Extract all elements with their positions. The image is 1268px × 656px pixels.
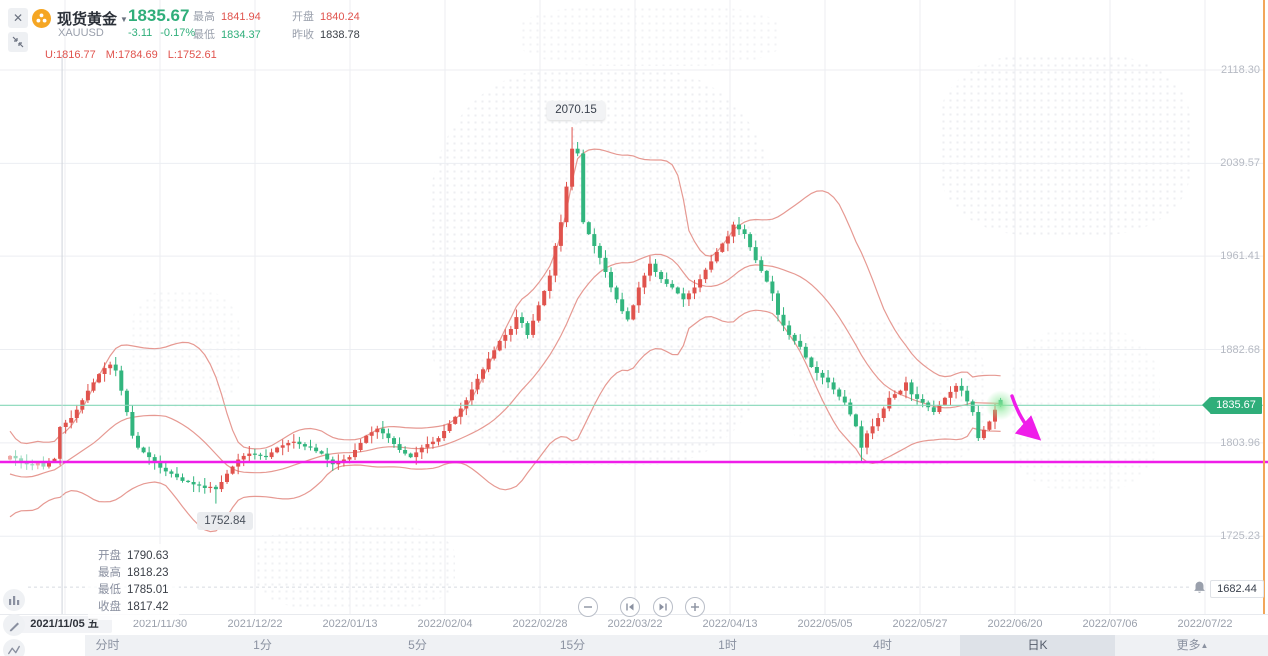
timeframe-tab-5分[interactable]: 5分	[408, 638, 427, 652]
crosshair-date-label: 2021/11/05 五	[17, 616, 112, 633]
zoom-in-button[interactable]	[685, 597, 705, 617]
line-chart-tool-icon[interactable]	[3, 639, 25, 656]
chevron-down-icon: ▼	[120, 15, 128, 24]
date-axis-label: 2022/06/20	[987, 618, 1043, 630]
price-axis-label: 1882.68	[1220, 343, 1260, 356]
symbol-code: XAUUSD	[58, 27, 104, 39]
date-axis-label: 2021/11/30	[132, 618, 188, 630]
stat-low: 最低 1834.37	[193, 29, 261, 41]
tooltip-row: 最高 1818.23	[98, 567, 169, 579]
date-axis-label: 2022/03/22	[607, 618, 663, 630]
close-button[interactable]: ✕	[8, 8, 28, 28]
panel-right-border	[1263, 0, 1265, 614]
low-price-label: 1752.84	[197, 512, 253, 530]
timeframe-tab-分时[interactable]: 分时	[95, 638, 120, 652]
stat-open: 开盘 1840.24	[292, 11, 360, 23]
indicator-tool-icon[interactable]	[3, 589, 25, 611]
price-axis-label: 2118.30	[1221, 64, 1260, 76]
date-axis-label: 2022/05/27	[892, 618, 948, 630]
date-axis-label: 2022/01/13	[322, 618, 378, 630]
symbol-selector[interactable]: 现货黄金 ▼	[57, 11, 128, 28]
pan-end-button[interactable]	[653, 597, 673, 617]
tooltip-row: 开盘 1790.63	[98, 550, 169, 562]
date-axis-label: 2021/12/22	[227, 618, 283, 630]
price-axis-label: 1803.96	[1220, 436, 1260, 449]
price-change: -3.11 -0.17%	[128, 27, 196, 39]
zoom-out-button[interactable]	[578, 597, 598, 617]
date-axis-label: 2022/04/13	[702, 618, 758, 630]
timeframe-tab-15分[interactable]: 15分	[559, 638, 586, 652]
bollinger-values: U:1816.77 M:1784.69 L:1752.61	[45, 49, 217, 61]
alert-price-value: 1682.44	[1210, 580, 1264, 598]
current-price-tag: 1835.67	[1202, 397, 1262, 414]
tooltip-row: 收盘 1817.42	[98, 601, 169, 613]
draw-tool-icon[interactable]	[3, 614, 25, 636]
alert-bell-icon[interactable]	[1192, 581, 1207, 595]
collapse-icon[interactable]	[8, 32, 28, 52]
chevron-up-icon: ▲	[1200, 641, 1209, 650]
timeframe-tab-4时[interactable]: 4时	[873, 638, 892, 652]
stat-high: 最高 1841.94	[193, 11, 261, 23]
timeframe-tab-更多[interactable]: 更多▲	[1176, 638, 1209, 652]
last-price: 1835.67	[128, 6, 190, 25]
date-axis-label: 2022/05/05	[797, 618, 853, 630]
price-axis-label: 2039.57	[1220, 157, 1260, 170]
price-axis-label: 1725.23	[1220, 530, 1260, 543]
pan-start-button[interactable]	[620, 597, 640, 617]
date-axis-label: 2022/07/06	[1082, 618, 1138, 630]
stat-prev-close: 昨收 1838.78	[292, 29, 360, 41]
date-axis-label: 2022/07/22	[1177, 618, 1233, 630]
timeframe-tab-1分[interactable]: 1分	[253, 638, 272, 652]
timeframe-tab-1时[interactable]: 1时	[718, 638, 737, 652]
price-axis-label: 1961.41	[1220, 250, 1260, 263]
symbol-logo-icon	[32, 9, 51, 28]
high-price-callout: 2070.15	[547, 101, 605, 125]
timeframe-tab-日K[interactable]: 日K	[960, 635, 1115, 656]
date-axis-label: 2022/02/04	[417, 618, 473, 630]
ohlc-tooltip: 开盘 1790.63 最高 1818.23 最低 1785.01 收盘 1817.42	[88, 544, 179, 620]
tooltip-row: 最低 1785.01	[98, 584, 169, 596]
date-axis-label: 2022/02/28	[512, 618, 568, 630]
